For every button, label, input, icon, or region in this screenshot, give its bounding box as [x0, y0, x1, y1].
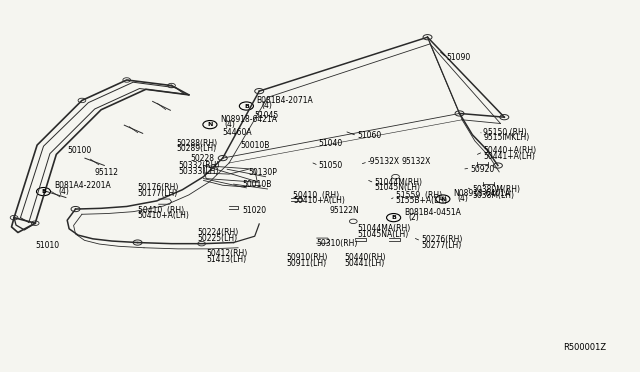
Text: 50332(RH): 50332(RH)	[178, 161, 220, 170]
Text: 95150 (RH): 95150 (RH)	[483, 128, 527, 137]
Text: 51010: 51010	[35, 241, 60, 250]
Text: 51040: 51040	[319, 139, 343, 148]
Text: (4): (4)	[458, 195, 468, 203]
Text: B081A4-2201A: B081A4-2201A	[54, 182, 111, 190]
Text: (4): (4)	[225, 120, 236, 129]
Text: 51090: 51090	[447, 53, 471, 62]
Text: 95122N: 95122N	[330, 206, 359, 215]
Text: 51045N(LH): 51045N(LH)	[374, 183, 420, 192]
Text: 5038M(LH): 5038M(LH)	[472, 191, 515, 200]
Text: N: N	[207, 122, 212, 127]
Text: 50920: 50920	[470, 165, 495, 174]
Text: N08918-6401A: N08918-6401A	[453, 189, 510, 198]
Text: 50100: 50100	[67, 146, 92, 155]
Text: N: N	[440, 196, 445, 202]
Text: B081B4-0451A: B081B4-0451A	[404, 208, 461, 217]
Text: 50410  (RH): 50410 (RH)	[138, 206, 184, 215]
Text: 50412(RH): 50412(RH)	[206, 249, 247, 258]
Text: (4): (4)	[58, 187, 69, 196]
Text: 50224(RH): 50224(RH)	[197, 228, 238, 237]
Text: 50177(LH): 50177(LH)	[138, 189, 178, 198]
Text: 50288(RH): 50288(RH)	[176, 139, 217, 148]
Text: 50130P: 50130P	[248, 169, 277, 177]
Text: 51044M(RH): 51044M(RH)	[374, 178, 422, 187]
Text: 50380M(RH): 50380M(RH)	[472, 185, 520, 194]
Text: 50441+A(LH): 50441+A(LH)	[483, 152, 535, 161]
Text: (4): (4)	[261, 102, 272, 110]
Text: 51044MA(RH): 51044MA(RH)	[357, 224, 410, 233]
Text: 50911(LH): 50911(LH)	[287, 259, 327, 267]
Text: 50277(LH): 50277(LH)	[421, 241, 461, 250]
Text: 50910(RH): 50910(RH)	[287, 253, 328, 262]
Text: 50310(RH): 50310(RH)	[317, 239, 358, 248]
Text: B: B	[391, 215, 396, 220]
Text: 50333(LH): 50333(LH)	[178, 167, 218, 176]
Text: 50410  (RH): 50410 (RH)	[293, 191, 339, 200]
Text: 50441(LH): 50441(LH)	[344, 259, 385, 267]
Text: 50440+A(RH): 50440+A(RH)	[483, 146, 536, 155]
Text: 54460A: 54460A	[223, 128, 252, 137]
Text: 5155B+A(LH): 5155B+A(LH)	[396, 196, 447, 205]
Text: 51045: 51045	[255, 111, 279, 120]
Text: 51020: 51020	[242, 206, 266, 215]
Text: 9515IMKLH): 9515IMKLH)	[483, 133, 529, 142]
Text: 51060: 51060	[357, 131, 381, 140]
Text: 95112: 95112	[95, 169, 119, 177]
Text: 51050: 51050	[319, 161, 343, 170]
Text: 51045NA(LH): 51045NA(LH)	[357, 230, 408, 239]
Text: 50010B: 50010B	[242, 180, 271, 189]
Text: 50228: 50228	[191, 154, 215, 163]
Text: B: B	[41, 189, 46, 194]
Text: 50176(RH): 50176(RH)	[138, 183, 179, 192]
Text: N08918-6421A: N08918-6421A	[220, 115, 277, 124]
Text: B081B4-2071A: B081B4-2071A	[257, 96, 314, 105]
Text: 51559  (RH): 51559 (RH)	[396, 191, 442, 200]
Text: R500001Z: R500001Z	[563, 343, 606, 352]
Text: 50410+A(LH): 50410+A(LH)	[138, 211, 189, 220]
Text: 50010B: 50010B	[240, 141, 269, 150]
Text: 50410+A(LH): 50410+A(LH)	[293, 196, 345, 205]
Text: 95132X: 95132X	[402, 157, 431, 166]
Text: 50276(RH): 50276(RH)	[421, 235, 463, 244]
Text: 50225(LH): 50225(LH)	[197, 234, 237, 243]
Text: (2): (2)	[408, 213, 419, 222]
Text: 51413(LH): 51413(LH)	[206, 255, 246, 264]
Text: 50289(LH): 50289(LH)	[176, 144, 216, 153]
Text: B: B	[244, 103, 249, 109]
Text: 50440(RH): 50440(RH)	[344, 253, 386, 262]
Text: -95132X: -95132X	[368, 157, 400, 166]
